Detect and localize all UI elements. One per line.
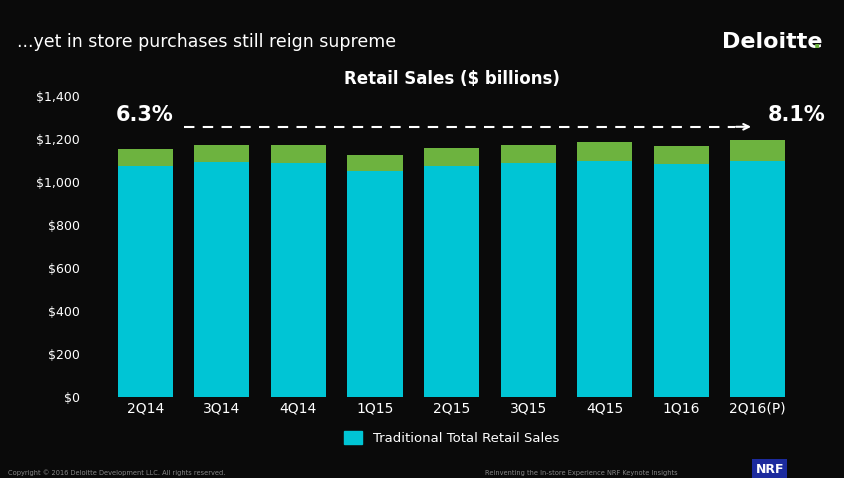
Text: 8.1%: 8.1% [768,105,825,125]
Bar [271,163,326,397]
Bar [194,145,250,162]
Bar [118,165,173,397]
Bar [118,149,173,165]
Text: Copyright © 2016 Deloitte Development LLC. All rights reserved.: Copyright © 2016 Deloitte Development LL… [8,469,226,476]
Title: Retail Sales ($ billions): Retail Sales ($ billions) [344,70,560,88]
Text: Deloitte: Deloitte [722,32,822,52]
Bar [271,145,326,163]
Bar [730,161,785,397]
Bar [348,171,403,397]
Bar [500,163,555,397]
Bar [424,165,479,397]
Text: .: . [813,32,821,52]
Bar [653,146,709,164]
Bar [577,142,632,161]
Text: Reinventing the In-store Experience NRF Keynote Insights: Reinventing the In-store Experience NRF … [485,469,678,476]
Bar [500,145,555,163]
Bar [577,161,632,397]
Text: 6.3%: 6.3% [116,105,174,125]
Bar [424,148,479,165]
Bar [653,164,709,397]
Legend: Traditional Total Retail Sales: Traditional Total Retail Sales [338,426,565,450]
Text: NRF: NRF [755,463,784,476]
Text: ...yet in store purchases still reign supreme: ...yet in store purchases still reign su… [17,33,396,51]
Bar [348,155,403,171]
Bar [194,162,250,397]
Bar [730,140,785,161]
